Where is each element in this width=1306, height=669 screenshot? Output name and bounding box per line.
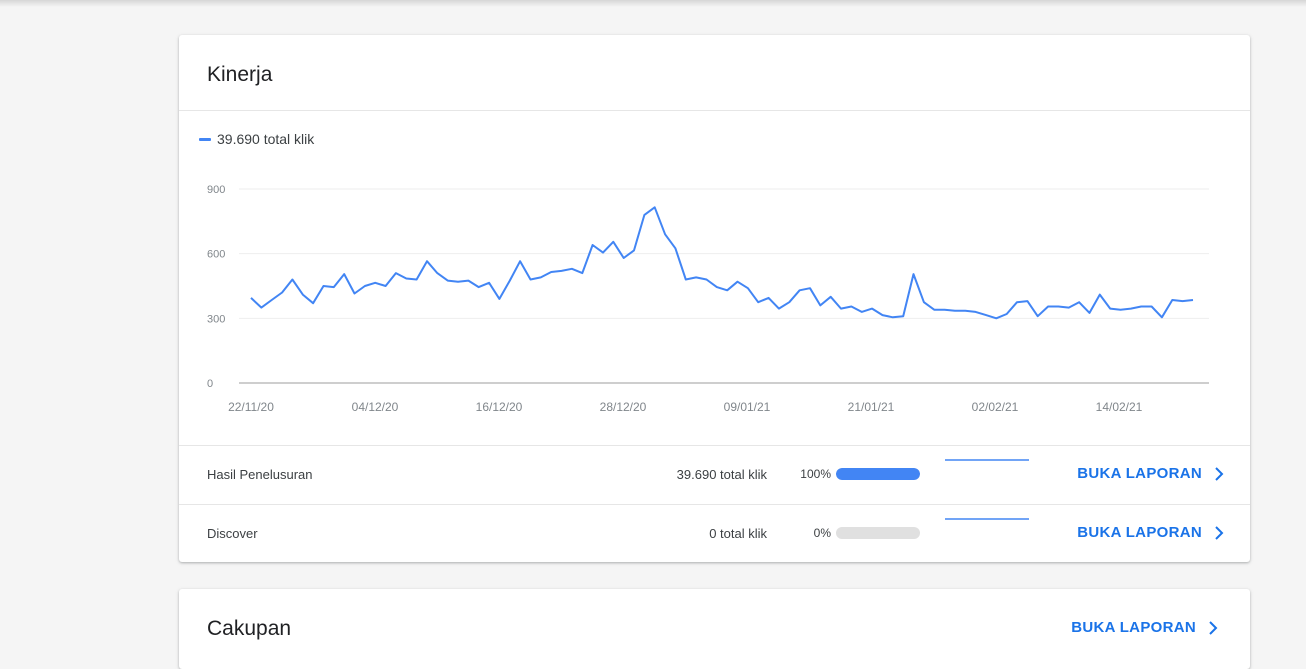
coverage-card: Cakupan BUKA LAPORAN (179, 589, 1250, 669)
row-search-results: Hasil Penelusuran 39.690 total klik 100%… (179, 446, 1250, 502)
x-tick-label: 09/01/21 (724, 400, 771, 414)
x-tick-label: 22/11/20 (228, 400, 274, 414)
open-report-label: BUKA LAPORAN (1077, 465, 1202, 482)
performance-title: Kinerja (207, 63, 273, 86)
chart-legend: 39.690 total klik (199, 131, 314, 147)
open-report-label: BUKA LAPORAN (1071, 619, 1196, 636)
legend-label: 39.690 total klik (217, 131, 315, 147)
progress-bar-fill (836, 468, 920, 480)
row-discover: Discover 0 total klik 0% BUKA LAPORAN (179, 505, 1250, 561)
y-tick-label: 600 (207, 249, 225, 261)
sparkline (945, 459, 1029, 461)
clicks-line-chart: 0 300 600 900 22/11/20 04/12/20 16/12/20 28/12/… (207, 184, 1209, 414)
row-clicks: 0 total klik (709, 526, 767, 541)
chevron-right-icon (1215, 466, 1224, 481)
open-report-button[interactable]: BUKA LAPORAN (1077, 524, 1224, 541)
y-tick-label: 900 (207, 184, 225, 196)
x-tick-label: 28/12/20 (600, 400, 647, 414)
row-divider (179, 504, 1250, 505)
x-tick-label: 16/12/20 (476, 400, 523, 414)
coverage-open-report-button[interactable]: BUKA LAPORAN (1071, 619, 1218, 636)
coverage-title: Cakupan (207, 617, 292, 640)
title-divider (179, 110, 1250, 111)
row-name: Discover (207, 526, 258, 541)
open-report-label: BUKA LAPORAN (1077, 524, 1202, 541)
progress-bar (836, 468, 920, 480)
chart-divider (179, 445, 1250, 446)
row-name: Hasil Penelusuran (207, 467, 313, 482)
x-tick-label: 14/02/21 (1096, 400, 1143, 414)
x-tick-label: 21/01/21 (848, 400, 895, 414)
y-tick-label: 0 (207, 378, 213, 390)
performance-card: Kinerja 39.690 total klik 0 300 600 900 22/1… (179, 35, 1250, 562)
x-tick-label: 02/02/21 (972, 400, 1019, 414)
top-shadow (0, 0, 1306, 7)
row-percent: 0% (813, 526, 831, 540)
y-tick-label: 300 (207, 313, 225, 325)
progress-bar (836, 527, 920, 539)
x-tick-label: 04/12/20 (352, 400, 399, 414)
legend-swatch (199, 137, 211, 141)
open-report-button[interactable]: BUKA LAPORAN (1077, 465, 1224, 482)
sparkline (945, 518, 1029, 520)
row-percent: 100% (800, 467, 831, 481)
chevron-right-icon (1215, 525, 1224, 540)
chevron-right-icon (1209, 620, 1218, 635)
row-clicks: 39.690 total klik (676, 467, 767, 482)
series-line (250, 206, 1194, 320)
